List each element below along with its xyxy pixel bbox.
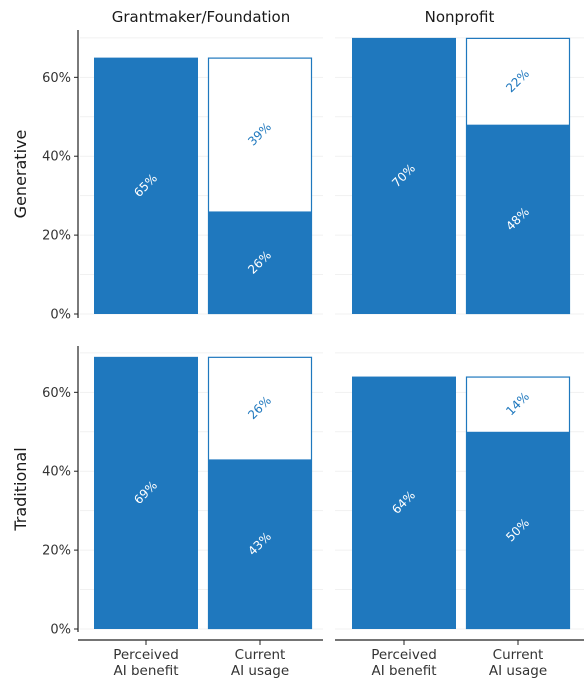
bar-current-usage (466, 124, 570, 315)
y-tick-label: 0% (50, 623, 71, 638)
column-strip-label: Nonprofit (425, 8, 495, 26)
y-tick-label: 40% (42, 465, 71, 480)
y-tick-label: 0% (50, 308, 71, 323)
y-tick-label: 20% (42, 544, 71, 559)
bar-perceived-benefit (352, 376, 456, 629)
y-tick-label: 20% (42, 229, 71, 244)
y-tick-label: 40% (42, 150, 71, 165)
bar-perceived-benefit (94, 356, 198, 629)
axes (74, 30, 584, 645)
x-tick-label: Current (493, 647, 544, 663)
row-strip-label: Traditional (11, 447, 30, 531)
bar-perceived-benefit (94, 57, 198, 314)
bars (94, 37, 571, 630)
row-strip-label: Generative (11, 130, 30, 219)
bar-current-usage (208, 211, 312, 314)
x-tick-label: AI benefit (371, 663, 436, 679)
y-tick-label: 60% (42, 71, 71, 86)
x-tick-label: Current (235, 647, 286, 663)
bar-current-usage (208, 459, 312, 629)
x-tick-label: AI usage (489, 663, 547, 679)
x-tick-label: Perceived (113, 647, 179, 663)
bar-perceived-benefit (352, 37, 456, 315)
x-tick-label: AI usage (231, 663, 289, 679)
x-tick-label: AI benefit (113, 663, 178, 679)
y-tick-label: 60% (42, 386, 71, 401)
column-strip-label: Grantmaker/Foundation (112, 8, 291, 26)
x-tick-label: Perceived (371, 647, 437, 663)
bar-current-usage (466, 431, 570, 629)
